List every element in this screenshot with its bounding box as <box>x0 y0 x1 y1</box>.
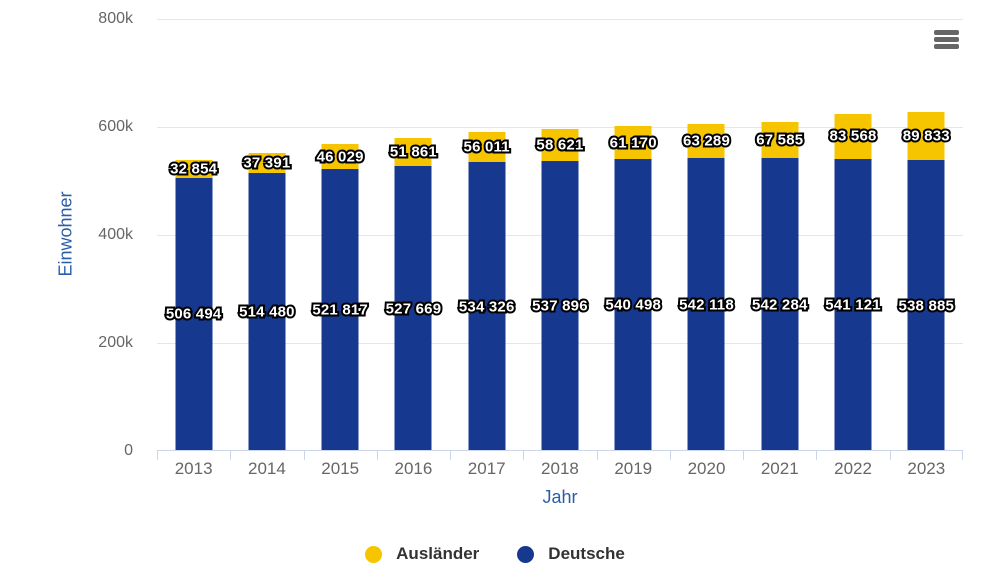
x-tick-label-2023: 2023 <box>907 459 946 478</box>
gridline-800k <box>157 19 963 20</box>
x-axis-tick <box>743 451 745 460</box>
y-tick-label-400k: 400k <box>98 226 133 243</box>
x-tick-label-2020: 2020 <box>687 459 726 478</box>
bar-slot-2022: 541 121 83 568 <box>816 19 889 451</box>
data-label-ausländer-2016: 51 861 <box>390 144 437 161</box>
bar-slot-2018: 537 896 58 621 <box>523 19 596 451</box>
bar-slot-2019: 540 498 61 170 <box>597 19 670 451</box>
x-axis-tick <box>523 451 525 460</box>
legend-marker-icon-ausländer <box>365 545 383 563</box>
data-label-deutsche-2021: 542 284 <box>752 296 808 313</box>
x-tick-label-2017: 2017 <box>467 459 506 478</box>
data-label-ausländer-2021: 67 585 <box>756 131 803 148</box>
data-label-ausländer-2023: 89 833 <box>903 127 950 144</box>
legend-item-label: Ausländer <box>396 544 480 563</box>
x-axis-tick <box>889 451 891 460</box>
data-label-deutsche-2014: 514 480 <box>239 304 295 321</box>
legend: Ausländer Deutsche <box>0 544 990 564</box>
y-tick-label-800k: 800k <box>98 10 133 27</box>
data-label-ausländer-2017: 56 011 <box>464 139 511 156</box>
data-label-ausländer-2015: 46 029 <box>317 148 364 165</box>
x-axis-tick <box>596 451 598 460</box>
bar-slot-2021: 542 284 67 585 <box>743 19 816 451</box>
bar-slot-2016: 527 669 51 861 <box>377 19 450 451</box>
y-tick-label-0: 0 <box>124 442 133 459</box>
gridline-600k <box>157 127 963 128</box>
x-axis-line <box>157 450 963 451</box>
data-label-deutsche-2013: 506 494 <box>166 306 222 323</box>
bar-slot-2017: 534 326 56 011 <box>450 19 523 451</box>
legend-marker-icon-deutsche <box>517 545 535 563</box>
x-axis-ticks <box>157 451 963 461</box>
data-label-ausländer-2013: 32 854 <box>170 160 217 177</box>
bar-slot-2020: 542 118 63 289 <box>670 19 743 451</box>
x-tick-label-2022: 2022 <box>834 459 872 478</box>
x-tick-label-2015: 2015 <box>321 459 360 478</box>
data-label-deutsche-2017: 534 326 <box>459 298 515 315</box>
data-label-ausländer-2019: 61 170 <box>610 134 657 151</box>
data-label-ausländer-2018: 58 621 <box>536 136 583 153</box>
y-tick-label-600k: 600k <box>98 118 133 135</box>
x-axis-tick <box>157 451 158 460</box>
legend-item-ausländer[interactable]: Ausländer <box>365 544 479 564</box>
x-tick-label-2019: 2019 <box>614 459 653 478</box>
x-tick-label-2016: 2016 <box>394 459 433 478</box>
x-axis-tick <box>230 451 232 460</box>
data-label-deutsche-2018: 537 896 <box>532 297 588 314</box>
data-label-deutsche-2016: 527 669 <box>386 300 442 317</box>
x-axis-title: Jahr <box>542 487 578 507</box>
bar-slot-2015: 521 817 46 029 <box>304 19 377 451</box>
x-tick-label-2018: 2018 <box>541 459 579 478</box>
data-label-ausländer-2020: 63 289 <box>683 133 730 150</box>
x-axis-tick <box>450 451 452 460</box>
y-tick-label-200k: 200k <box>98 334 133 351</box>
chart-context-menu-button[interactable] <box>930 25 963 53</box>
legend-item-deutsche[interactable]: Deutsche <box>517 544 625 564</box>
bar-slot-2013: 506 494 32 854 <box>157 19 230 451</box>
data-label-ausländer-2014: 37 391 <box>243 155 290 172</box>
data-label-deutsche-2015: 521 817 <box>312 302 368 319</box>
hamburger-menu-icon <box>934 29 959 49</box>
x-tick-label-2013: 2013 <box>174 459 213 478</box>
x-axis-tick <box>303 451 305 460</box>
x-axis-tick <box>376 451 378 460</box>
data-label-deutsche-2019: 540 498 <box>605 297 661 314</box>
x-axis-tick <box>962 451 963 460</box>
x-axis-tick <box>816 451 818 460</box>
x-axis-tick <box>669 451 671 460</box>
bar-slot-2023: 538 885 89 833 <box>890 19 963 451</box>
data-label-deutsche-2023: 538 885 <box>898 297 954 314</box>
bar-slot-2014: 514 480 37 391 <box>230 19 303 451</box>
data-label-ausländer-2022: 83 568 <box>829 128 876 145</box>
x-tick-label-2014: 2014 <box>247 459 286 478</box>
data-label-deutsche-2020: 542 118 <box>679 296 734 313</box>
data-label-deutsche-2022: 541 121 <box>825 296 881 313</box>
x-axis-labels: 2013 2014 2015 2016 2017 2018 2019 2020 2021 2022… <box>157 459 963 479</box>
x-tick-label-2021: 2021 <box>760 459 799 478</box>
legend-item-label: Deutsche <box>548 544 625 563</box>
y-axis-labels: 800k 600k 400k 200k 0 <box>0 10 133 459</box>
